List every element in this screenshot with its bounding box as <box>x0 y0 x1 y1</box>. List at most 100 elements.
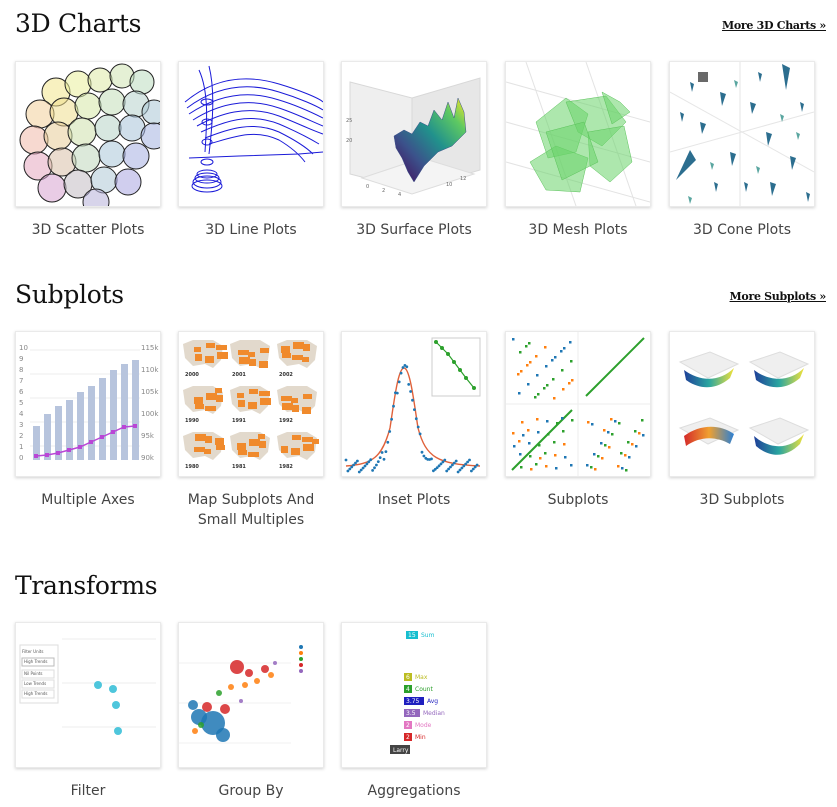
card-label-filter[interactable]: Filter <box>70 783 106 799</box>
map-subplot: 1992 <box>277 386 317 424</box>
map-year-label: 2001 <box>232 372 246 378</box>
filter-panel-option-2: Low Trends <box>24 681 46 686</box>
card-inset-plots[interactable]: Inset Plots <box>341 331 487 510</box>
aggregation-label: Median <box>423 710 445 717</box>
multiaxes-left-tick: 9 <box>19 355 23 363</box>
map-year-label: 1981 <box>232 464 246 470</box>
map-subplot: 1982 <box>277 432 319 470</box>
card-label-group-by[interactable]: Group By <box>218 783 284 799</box>
svg-text:25: 25 <box>346 118 352 124</box>
map-subplot: 2002 <box>277 340 317 378</box>
card-label-inset-plots[interactable]: Inset Plots <box>377 492 451 508</box>
svg-text:20: 20 <box>346 138 352 144</box>
aggregation-label: Mode <box>415 722 432 729</box>
aggregation-badge <box>404 685 412 693</box>
card-group-by[interactable]: Group By <box>178 622 324 801</box>
multiaxes-right-tick: 90k <box>141 454 155 462</box>
svg-text:12: 12 <box>460 176 466 182</box>
aggregation-name-label: Larry <box>393 747 409 754</box>
multiaxes-left-tick: 4 <box>19 410 24 418</box>
aggregation-value: 3.5 <box>406 710 416 717</box>
svg-text:10: 10 <box>446 182 452 188</box>
aggregation-label: Count <box>415 686 433 693</box>
thumbnail-aggregations[interactable]: 15 Sum 6 Max 4 Count 3.75 Avg 3.5 Median 2 Mode 2 Min… <box>341 622 487 768</box>
card-label-3d-cone-plots[interactable]: 3D Cone Plots <box>692 222 792 238</box>
thumbnail-filter[interactable]: Filter Units High Trends Nil Points Low … <box>15 622 161 768</box>
card-3d-scatter-plots[interactable]: 3D Scatter Plots <box>15 61 161 240</box>
multiaxes-right-tick: 95k <box>141 432 155 440</box>
multiaxes-right-tick: 100k <box>141 410 159 418</box>
aggregation-value: 15 <box>408 632 416 639</box>
map-year-label: 1982 <box>279 464 293 470</box>
thumbnail-3d-subplots[interactable] <box>669 331 815 477</box>
aggregation-badge <box>404 673 412 681</box>
filter-panel-title: Filter Units <box>22 649 43 654</box>
filter-panel-option-3: High Trends <box>24 691 48 696</box>
card-3d-cone-plots[interactable]: 3D Cone Plots <box>669 61 815 240</box>
multiaxes-left-tick: 0 <box>19 454 23 462</box>
card-3d-mesh-plots[interactable]: 3D Mesh Plots <box>505 61 651 240</box>
multiaxes-right-tick: 105k <box>141 388 159 396</box>
card-label-aggregations[interactable]: Aggregations <box>367 783 461 799</box>
card-map-subplots[interactable]: 2000 2001 2002 1990 1991 1992 1980 1981 1982 Map… <box>178 331 324 530</box>
aggregation-label: Min <box>415 734 426 741</box>
card-label-3d-subplots[interactable]: 3D Subplots <box>699 492 785 508</box>
multiaxes-left-tick: 3 <box>19 421 23 429</box>
aggregation-label: Avg <box>427 698 438 705</box>
more-subplots-link[interactable]: More Subplots » <box>729 290 827 303</box>
card-label-3d-scatter-plots[interactable]: 3D Scatter Plots <box>31 222 145 238</box>
section-title-3d-charts: 3D Charts <box>15 9 142 38</box>
thumbnail-3d-scatter-plots[interactable] <box>15 61 161 207</box>
thumbnail-map-subplots[interactable]: 2000 2001 2002 1990 1991 1992 1980 1981 1982 <box>178 331 324 477</box>
card-label-subplots[interactable]: Subplots <box>547 492 609 508</box>
thumbnail-3d-cone-plots[interactable] <box>669 61 815 207</box>
card-3d-line-plots[interactable]: 3D Line Plots <box>178 61 324 240</box>
section-title-transforms: Transforms <box>15 571 158 600</box>
thumbnail-3d-surface-plots[interactable]: 0 2 4 10 12 25 20 <box>341 61 487 207</box>
filter-panel-select: High Trends <box>24 659 48 664</box>
multiaxes-left-tick: 7 <box>19 377 23 385</box>
multiaxes-right-tick: 115k <box>141 344 159 352</box>
aggregation-badge <box>404 721 412 729</box>
svg-text:4: 4 <box>398 192 401 198</box>
card-filter[interactable]: Filter Units High Trends Nil Points Low … <box>15 622 161 801</box>
more-3d-charts-link[interactable]: More 3D Charts » <box>721 19 826 32</box>
aggregation-value: 2 <box>406 722 410 729</box>
thumbnail-subplots[interactable] <box>505 331 651 477</box>
card-label-multiple-axes[interactable]: Multiple Axes <box>41 492 135 508</box>
map-year-label: 1990 <box>185 418 199 424</box>
map-year-label: 2002 <box>279 372 293 378</box>
card-multiple-axes[interactable]: 10 9 8 7 6 5 4 3 2 1 0 115k 110k 105k 100k 95k 90k Mult… <box>15 331 161 510</box>
aggregation-value: 2 <box>406 734 410 741</box>
map-subplot: 1981 <box>230 432 270 470</box>
card-label-3d-surface-plots[interactable]: 3D Surface Plots <box>356 222 472 238</box>
map-year-label: 1991 <box>232 418 246 424</box>
map-year-label: 1992 <box>279 418 293 424</box>
map-year-label: 2000 <box>185 372 199 378</box>
card-3d-surface-plots[interactable]: 0 2 4 10 12 25 20 3D Surface Plots <box>341 61 487 240</box>
svg-text:0: 0 <box>366 184 369 190</box>
card-label-3d-mesh-plots[interactable]: 3D Mesh Plots <box>528 222 628 238</box>
multiaxes-left-tick: 10 <box>19 344 28 352</box>
map-subplot: 2000 <box>183 340 228 378</box>
map-subplot: 1991 <box>230 386 271 424</box>
aggregation-badge <box>404 733 412 741</box>
aggregation-value: 6 <box>406 674 410 681</box>
multiaxes-left-tick: 8 <box>19 366 23 374</box>
card-label-map-subplots[interactable]: Map Subplots And Small Multiples <box>187 492 315 528</box>
thumbnail-multiple-axes[interactable]: 10 9 8 7 6 5 4 3 2 1 0 115k 110k 105k 100k 95k 90k <box>15 331 161 477</box>
multiaxes-right-tick: 110k <box>141 366 159 374</box>
thumbnail-3d-line-plots[interactable] <box>178 61 324 207</box>
thumbnail-inset-plots[interactable] <box>341 331 487 477</box>
filter-panel-option-1: Nil Points <box>24 671 43 676</box>
card-subplots[interactable]: Subplots <box>505 331 651 510</box>
card-label-3d-line-plots[interactable]: 3D Line Plots <box>205 222 297 238</box>
card-3d-subplots[interactable]: 3D Subplots <box>669 331 815 510</box>
aggregation-value: 4 <box>406 686 410 693</box>
thumbnail-3d-mesh-plots[interactable] <box>505 61 651 207</box>
aggregation-badge <box>404 697 424 705</box>
card-aggregations[interactable]: 15 Sum 6 Max 4 Count 3.75 Avg 3.5 Median 2 Mode 2 Min… <box>341 622 487 801</box>
thumbnail-group-by[interactable] <box>178 622 324 768</box>
svg-text:2: 2 <box>382 188 385 194</box>
multiaxes-left-tick: 2 <box>19 432 23 440</box>
